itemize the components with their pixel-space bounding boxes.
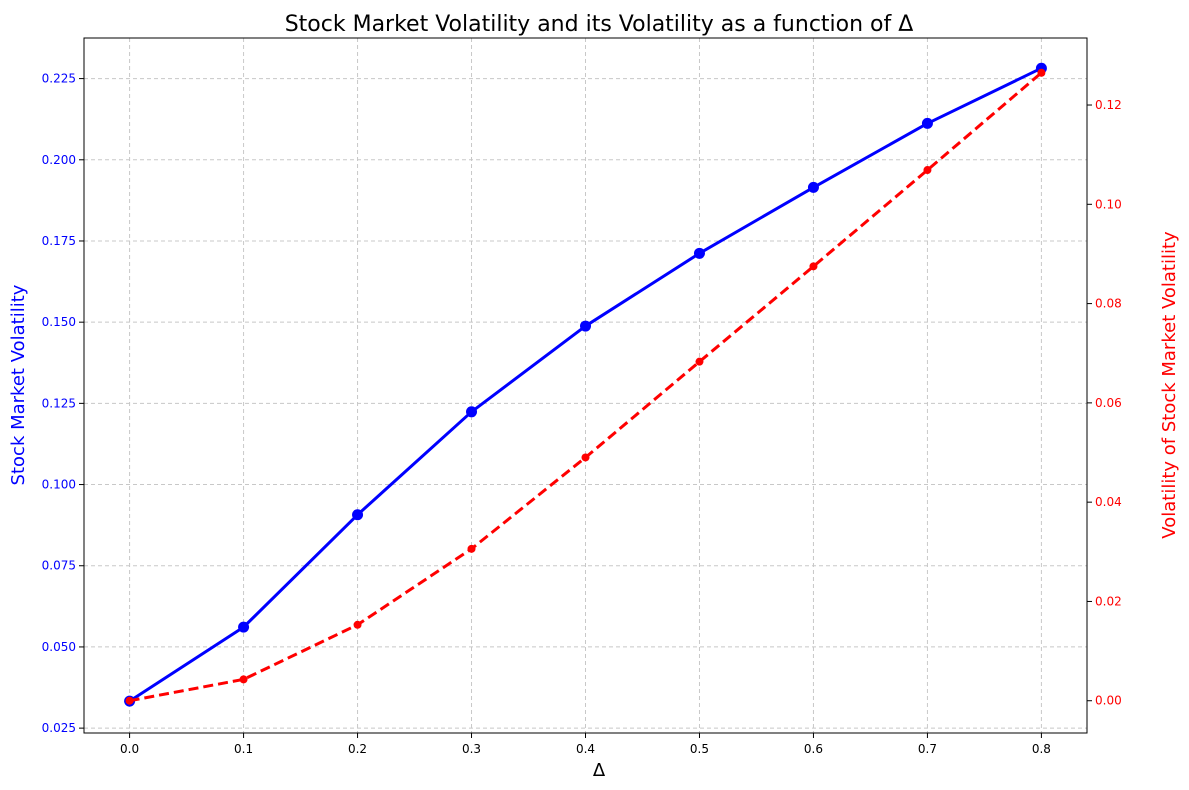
chart-title: Stock Market Volatility and its Volatili… [285, 12, 914, 37]
x-tick-label: 0.2 [348, 742, 367, 756]
right-y-tick-label: 0.00 [1095, 694, 1122, 708]
stock-volatility-point-4 [580, 320, 591, 332]
x-tick-label: 0.6 [804, 742, 823, 756]
right-y-tick-label: 0.04 [1095, 495, 1122, 509]
x-tick-label: 0.0 [120, 742, 139, 756]
x-axis-ticks: 0.0 0.1 0.2 0.3 0.4 0.5 0.6 0.7 0.8 [120, 733, 1051, 756]
left-y-tick-label: 0.175 [42, 234, 76, 248]
right-y-tick-label: 0.06 [1095, 396, 1122, 410]
vol-of-vol-point-6 [809, 262, 818, 271]
left-y-tick-label: 0.125 [42, 396, 76, 410]
left-y-axis-ticks: 0.025 0.050 0.075 0.100 0.125 0.150 0.175 0.200… [42, 72, 84, 735]
vol-of-vol-point-8 [1037, 68, 1046, 77]
x-tick-label: 0.8 [1032, 742, 1051, 756]
x-tick-label: 0.4 [576, 742, 595, 756]
left-y-tick-label: 0.025 [42, 721, 76, 735]
left-y-tick-label: 0.050 [42, 640, 76, 654]
right-y-axis-ticks: 0.00 0.02 0.04 0.06 0.08 0.10 0.12 [1087, 98, 1122, 708]
x-axis-label: Δ [593, 760, 606, 781]
vol-of-vol-point-2 [353, 620, 362, 629]
stock-volatility-point-5 [693, 247, 705, 259]
vol-of-vol-point-3 [467, 544, 476, 553]
x-tick-label: 0.7 [918, 742, 937, 756]
series-volatility-of-volatility [125, 68, 1046, 705]
left-y-axis-label: Stock Market Volatility [8, 284, 29, 485]
left-y-tick-label: 0.100 [42, 478, 76, 492]
stock-volatility-point-3 [466, 406, 478, 418]
left-y-tick-label: 0.225 [42, 72, 76, 86]
grid-lines [84, 38, 1087, 733]
stock-volatility-point-7 [921, 117, 933, 129]
x-tick-label: 0.5 [690, 742, 709, 756]
vol-of-vol-point-7 [923, 166, 932, 175]
left-y-tick-label: 0.075 [42, 559, 76, 573]
stock-volatility-point-2 [352, 509, 364, 521]
vol-of-vol-point-4 [581, 453, 590, 462]
right-y-axis-label: Volatility of Stock Market Volatility [1159, 231, 1180, 539]
x-tick-label: 0.3 [462, 742, 481, 756]
left-y-tick-label: 0.150 [42, 315, 76, 329]
stock-volatility-point-1 [238, 621, 250, 633]
right-y-tick-label: 0.12 [1095, 98, 1122, 112]
right-y-tick-label: 0.02 [1095, 594, 1122, 608]
stock-volatility-point-6 [807, 181, 819, 193]
right-y-tick-label: 0.10 [1095, 197, 1122, 211]
left-y-tick-label: 0.200 [42, 153, 76, 167]
x-tick-label: 0.1 [234, 742, 253, 756]
vol-of-vol-point-0 [125, 696, 134, 705]
vol-of-vol-point-5 [695, 357, 704, 366]
vol-of-vol-point-1 [239, 675, 248, 684]
right-y-tick-label: 0.08 [1095, 297, 1122, 311]
